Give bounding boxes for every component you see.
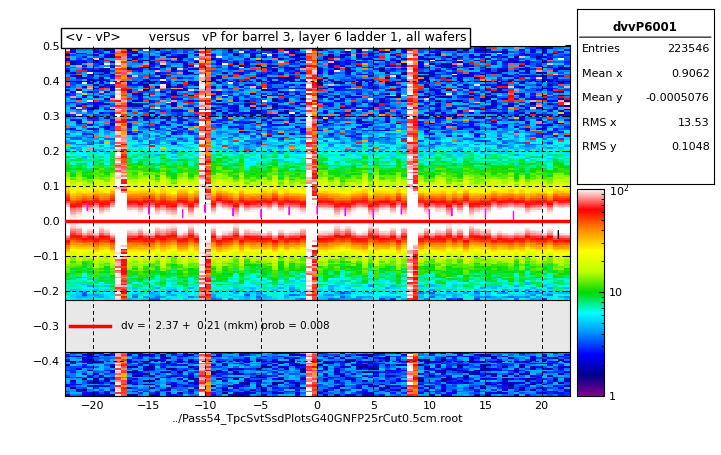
Text: 223546: 223546	[668, 45, 709, 55]
Text: dv =   2.37 +  0.21 (mkm) prob = 0.008: dv = 2.37 + 0.21 (mkm) prob = 0.008	[121, 321, 329, 331]
Text: -0.0005076: -0.0005076	[646, 93, 709, 103]
Bar	[65, 299, 570, 352]
Text: <v - vP>       versus   vP for barrel 3, layer 6 ladder 1, all wafers: <v - vP> versus vP for barrel 3, layer 6…	[65, 31, 466, 44]
Text: 0.9062: 0.9062	[671, 69, 709, 79]
X-axis label: ../Pass54_TpcSvtSsdPlotsG40GNFP25rCut0.5cm.root: ../Pass54_TpcSvtSsdPlotsG40GNFP25rCut0.5…	[172, 414, 463, 425]
Text: RMS x: RMS x	[583, 118, 617, 128]
Text: 0.1048: 0.1048	[671, 142, 709, 152]
Text: dvvP6001: dvvP6001	[613, 21, 678, 35]
Text: 13.53: 13.53	[678, 118, 709, 128]
Text: RMS y: RMS y	[583, 142, 617, 152]
Text: Mean x: Mean x	[583, 69, 623, 79]
Text: Mean y: Mean y	[583, 93, 623, 103]
Text: Entries: Entries	[583, 45, 622, 55]
